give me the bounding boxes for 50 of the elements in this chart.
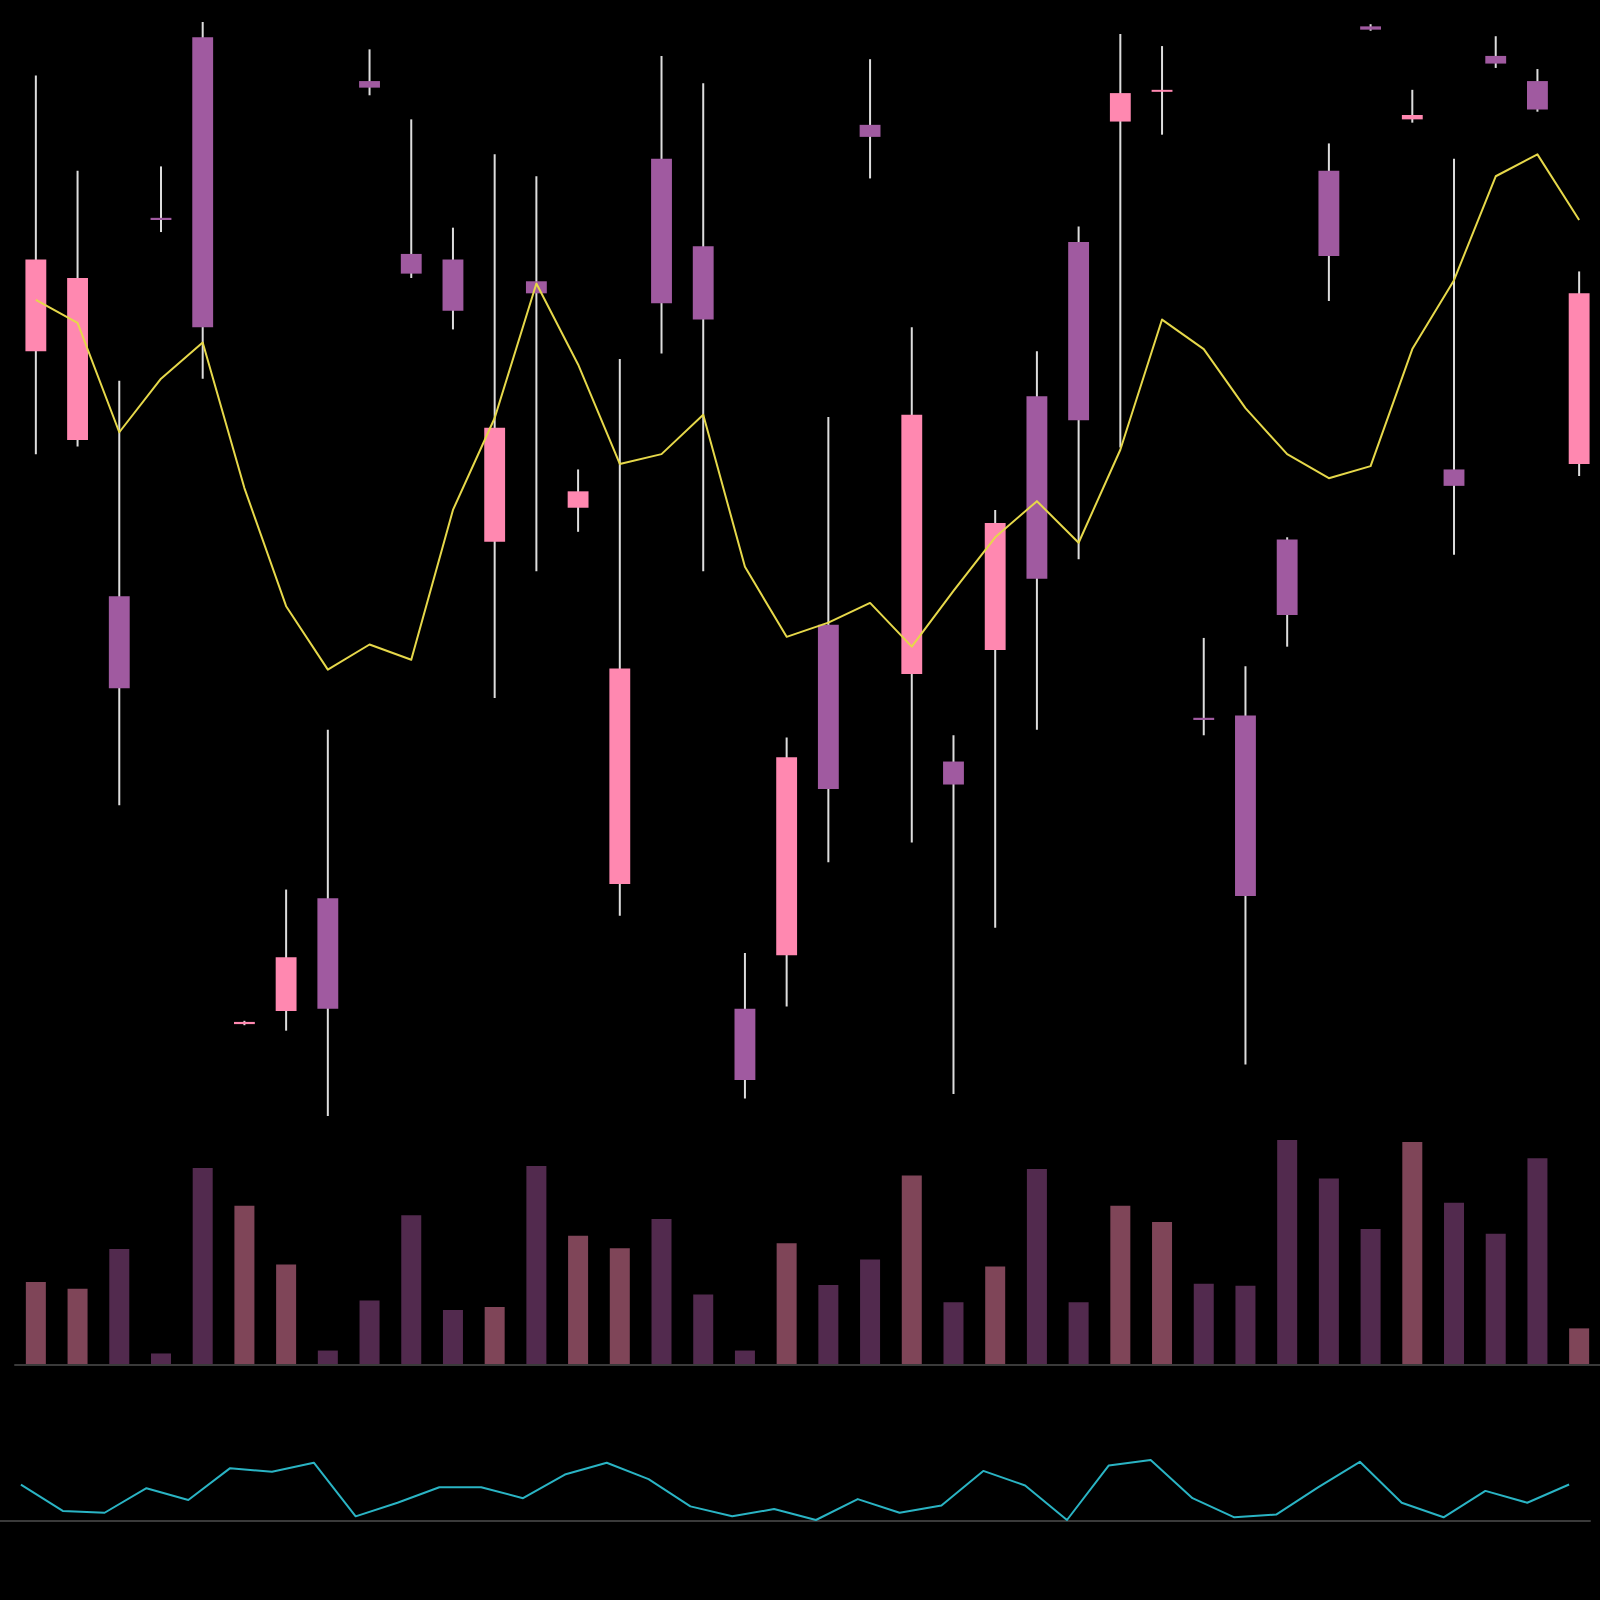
bar	[1360, 1228, 1381, 1364]
bar	[693, 1294, 714, 1364]
bar	[25, 1282, 46, 1364]
bar	[651, 1219, 672, 1364]
bar	[776, 1243, 797, 1364]
bar	[734, 1350, 755, 1364]
bar	[317, 1350, 338, 1364]
bar	[234, 1205, 255, 1364]
bar	[1152, 1221, 1173, 1364]
bar	[568, 1235, 589, 1364]
bar	[1569, 1328, 1590, 1364]
bar	[109, 1249, 130, 1364]
bar	[484, 1307, 505, 1364]
bar	[401, 1215, 422, 1364]
candlestick	[859, 58, 881, 180]
bar	[818, 1284, 839, 1364]
bar	[985, 1266, 1006, 1364]
bar	[1485, 1233, 1506, 1364]
bar	[943, 1302, 964, 1364]
candlestick	[400, 118, 422, 279]
candlestick	[1109, 33, 1131, 449]
bar	[150, 1353, 171, 1364]
bar	[1068, 1302, 1089, 1364]
bar	[1318, 1178, 1339, 1364]
candlestick	[567, 468, 589, 533]
bar	[609, 1248, 630, 1364]
bar	[1402, 1142, 1423, 1364]
bar	[442, 1310, 463, 1364]
bar	[192, 1168, 213, 1364]
candlestick	[1443, 157, 1465, 556]
bar	[860, 1259, 881, 1364]
candlestick	[1151, 45, 1173, 136]
bar	[1444, 1202, 1465, 1364]
bar	[276, 1264, 297, 1364]
bar	[1110, 1205, 1131, 1364]
bar	[359, 1300, 380, 1364]
bar	[1193, 1283, 1214, 1364]
bar	[901, 1175, 922, 1364]
candlestick	[943, 734, 964, 1096]
bar	[1527, 1158, 1548, 1364]
candlestick	[1527, 68, 1548, 113]
candlestick	[359, 48, 380, 97]
candlestick	[1401, 88, 1423, 124]
candlestick	[1193, 636, 1215, 737]
bar	[67, 1288, 88, 1364]
bar	[1026, 1168, 1047, 1364]
bar	[1235, 1285, 1256, 1364]
bar	[526, 1165, 547, 1364]
bar	[1277, 1140, 1298, 1364]
candlestick	[1485, 35, 1507, 69]
